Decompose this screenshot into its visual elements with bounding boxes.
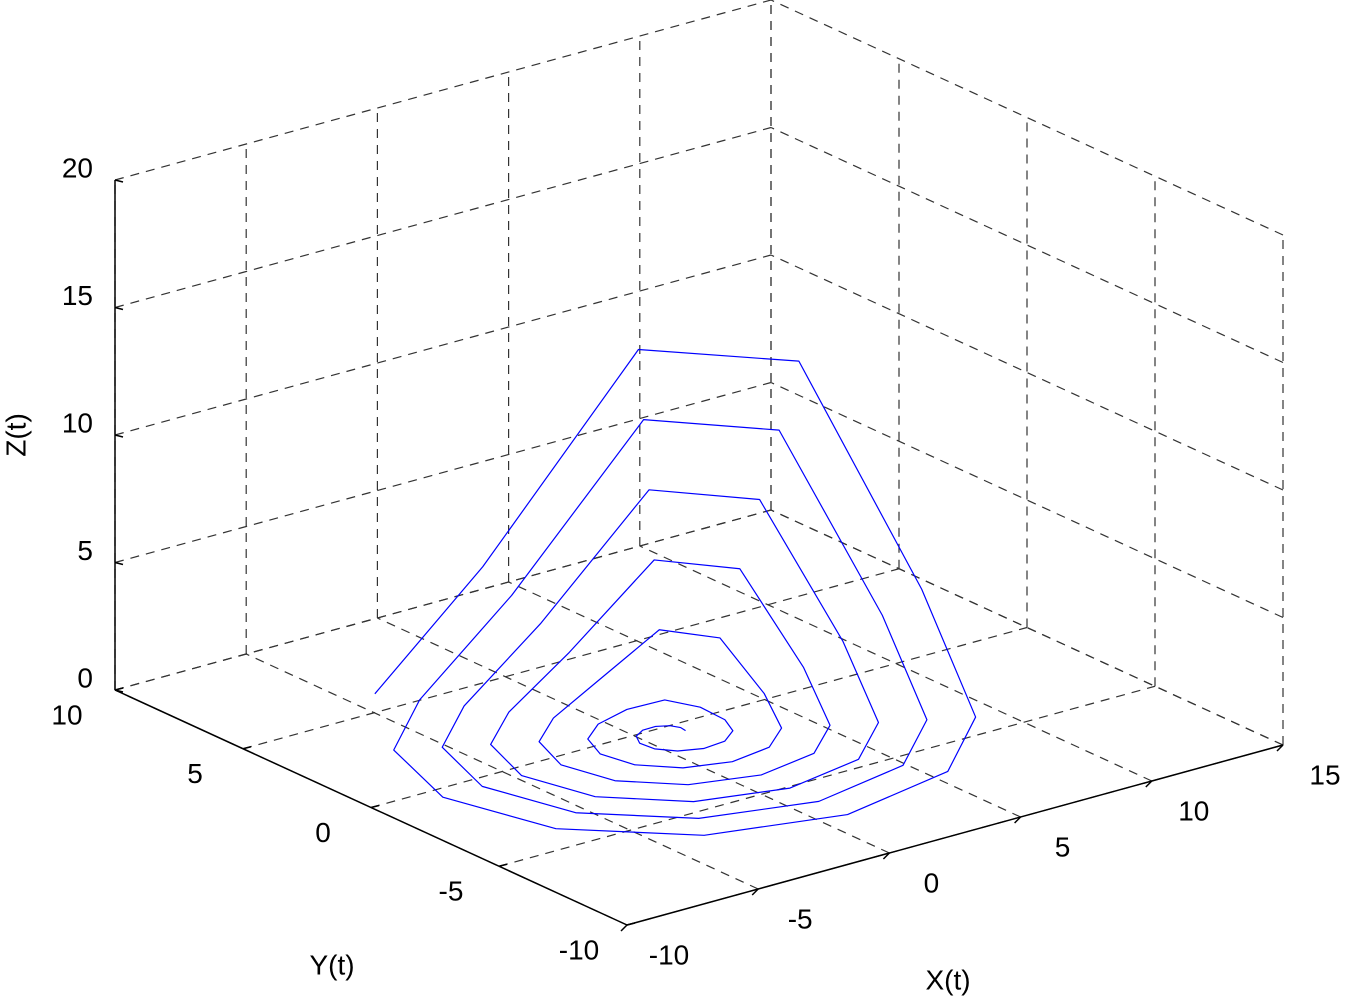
z-tick-label: 5 bbox=[77, 535, 93, 566]
grid-line bbox=[114, 126, 772, 309]
z-tick bbox=[114, 306, 124, 311]
grid-line bbox=[508, 581, 1021, 818]
y-tick bbox=[498, 863, 508, 867]
x-tick bbox=[1014, 816, 1022, 824]
grid-line bbox=[770, 0, 1284, 236]
y-tick-label: 10 bbox=[51, 699, 82, 730]
z-tick bbox=[114, 689, 124, 693]
grid-line bbox=[114, 381, 772, 564]
grid-line bbox=[114, 254, 772, 436]
x-tick-label: -5 bbox=[788, 903, 813, 934]
y-tick-label: 5 bbox=[187, 758, 203, 789]
z-tick bbox=[114, 179, 124, 183]
y-tick bbox=[370, 804, 380, 809]
y-tick-label: -5 bbox=[439, 876, 464, 907]
z-tick-label: 20 bbox=[62, 152, 93, 183]
grid-line bbox=[370, 626, 1028, 809]
x-tick-label: 5 bbox=[1055, 831, 1071, 862]
y-tick bbox=[242, 746, 252, 750]
x-tick bbox=[1145, 780, 1153, 788]
y-tick bbox=[626, 922, 636, 926]
y-tick-label: 0 bbox=[315, 817, 331, 848]
y-axis-label: Y(t) bbox=[309, 949, 354, 980]
x-tick bbox=[751, 888, 759, 896]
x-tick-label: 0 bbox=[924, 867, 940, 898]
grid-line bbox=[377, 617, 890, 854]
z-tick-label: 15 bbox=[62, 280, 93, 311]
x-tick bbox=[882, 852, 890, 860]
x-axis-label: X(t) bbox=[925, 964, 970, 995]
grid-line bbox=[242, 568, 900, 750]
x-axis bbox=[626, 744, 1284, 926]
x-tick bbox=[620, 924, 628, 932]
grid-line bbox=[770, 254, 1284, 491]
z-tick bbox=[114, 561, 124, 566]
grid-line bbox=[770, 126, 1284, 364]
z-tick bbox=[114, 434, 124, 438]
z-axis-label: Z(t) bbox=[0, 413, 31, 457]
x-tick-label: 10 bbox=[1178, 795, 1209, 826]
x-tick-label: -10 bbox=[649, 939, 689, 970]
grid-line bbox=[114, 509, 772, 691]
trajectory bbox=[374, 348, 977, 836]
grid-line bbox=[770, 509, 1284, 746]
grid-line bbox=[498, 685, 1156, 867]
z-tick-label: 10 bbox=[62, 407, 93, 438]
grid-line bbox=[639, 545, 1153, 782]
grid-line bbox=[770, 381, 1284, 619]
grid-line bbox=[114, 0, 772, 181]
grid-line bbox=[245, 653, 759, 890]
x-tick bbox=[1276, 744, 1284, 752]
x-tick-label: 15 bbox=[1309, 759, 1340, 790]
z-tick-label: 0 bbox=[77, 662, 93, 693]
y-tick-label: -10 bbox=[559, 934, 599, 965]
